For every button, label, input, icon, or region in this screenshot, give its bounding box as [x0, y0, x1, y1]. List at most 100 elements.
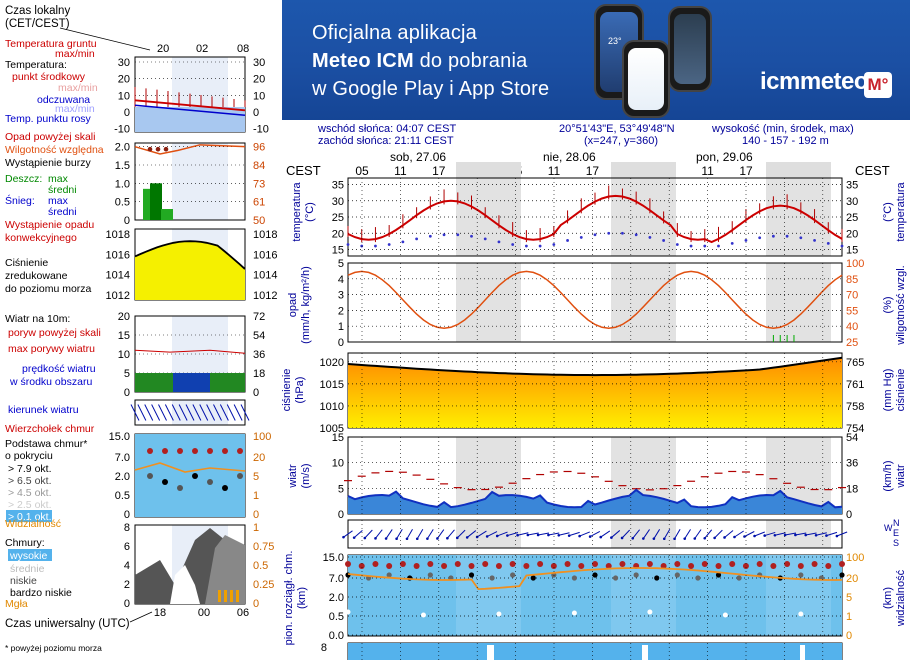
visibility-axis-title: widzialność: [895, 569, 907, 627]
cloud-top-dot: [495, 563, 502, 569]
local-tick-3: 08: [237, 43, 249, 55]
mini-precip-tick: 2.0: [115, 142, 130, 154]
mini-wind-tick: 0: [124, 387, 130, 399]
temp-tick-right: 35: [846, 180, 858, 192]
legend-pressure-3: do poziomu morza: [5, 283, 92, 295]
mini-fog-bar: [236, 590, 239, 602]
cloud-base-dot: [510, 572, 516, 578]
mini-temp-tick-right: -10: [253, 124, 269, 136]
dew-point-dot: [703, 244, 707, 248]
night-band-header: [766, 162, 831, 178]
wind-tick-right: 0: [846, 509, 852, 521]
mini-clouds-area-2: [205, 535, 245, 604]
legend-wind-speed: prędkość wiatru: [22, 363, 96, 375]
compass-label-e: E: [893, 528, 899, 538]
mini-temp-tick-right: 20: [253, 74, 265, 86]
compass-label-n: N: [893, 518, 900, 528]
mini-cloud-base: [207, 479, 213, 485]
night-band-cloud: [766, 555, 831, 636]
cloud-cover-patch: [642, 645, 648, 660]
mini-wind-tick: 20: [118, 311, 130, 323]
app-promo-banner[interactable]: Oficjalna aplikacja Meteo ICM do pobrani…: [282, 0, 910, 120]
compass-label: W: [884, 523, 893, 533]
wind-arrow: [497, 531, 508, 537]
precip-axis-title: opad: [287, 293, 299, 317]
mini-cloud-tick: 7.0: [115, 452, 130, 464]
cloud-top-dot: [578, 563, 585, 569]
mini-clouds-tick-right: 0: [253, 598, 259, 610]
wind-arrow-head: [773, 533, 777, 537]
night-band-header: [611, 162, 676, 178]
day-label-2: nie, 28.06: [543, 150, 596, 164]
day-label-1: sob, 27.06: [390, 150, 446, 164]
mini-visibility-tick: 20: [253, 452, 265, 464]
cloud-top-dot: [427, 561, 434, 567]
legend-storm: Wystąpienie burzy: [5, 157, 91, 169]
visibility-tick-right: 5: [846, 592, 852, 604]
meteogram-chart: 0511172305111723051117230535302520153530…: [282, 150, 907, 660]
cloud-top-dot: [674, 561, 681, 567]
legend-footnote: * powyżej poziomu morza: [5, 643, 102, 653]
wind-arrow: [734, 530, 744, 538]
wind-arrow: [375, 529, 383, 539]
wind-arrow-head: [783, 533, 787, 537]
dew-point-dot: [538, 244, 542, 248]
cloud-top-dot: [592, 561, 598, 567]
legend-snow: Śnieg:: [5, 194, 35, 207]
wind-arrow: [826, 531, 838, 537]
mini-visibility-line: [134, 462, 246, 473]
precip-tick-left: 5: [338, 258, 344, 270]
mini-wind-arrow: [226, 404, 236, 421]
wind-speed-line: [347, 488, 843, 509]
dew-point-dot: [813, 238, 816, 242]
wind-arrow: [548, 532, 560, 536]
legend-center-point: punkt środkowy: [12, 71, 86, 83]
mini-visibility-tick: 1: [253, 490, 259, 502]
wind-arrow-head: [763, 534, 766, 537]
mini-wind-arrow: [144, 404, 154, 421]
hour-label: 05: [355, 164, 369, 178]
dew-point-dot: [744, 238, 748, 242]
cloud-base-dot: [695, 575, 701, 581]
mini-temp-tick-right: 0: [253, 107, 259, 119]
wind-arrow: [714, 529, 723, 539]
wind-arrow-head: [814, 533, 818, 537]
dew-point-dot: [456, 233, 460, 237]
mini-fog-bar: [218, 590, 221, 602]
mini-visibility-tick: 100: [253, 431, 271, 443]
cloud-tick-left: 0.0: [329, 630, 344, 642]
wind-arrow-head: [835, 534, 839, 538]
mini-precip-tick: 0: [124, 215, 130, 227]
wind-tick-left: 0: [338, 509, 344, 521]
legend-clouds-very-low: bardzo niskie: [10, 587, 72, 599]
pressure-tick-left: 1005: [320, 423, 344, 435]
visibility-axis-unit: (km): [882, 587, 894, 609]
cloud-base-dot: [736, 575, 742, 581]
mini-pressure-tick: 1012: [106, 290, 130, 302]
wind-arrow: [674, 528, 681, 540]
dew-point-dot: [634, 233, 638, 237]
wind-arrow: [486, 531, 498, 537]
wind-arrow: [558, 532, 570, 536]
mini-wind-tick-right: 72: [253, 311, 265, 323]
cloud-cover-patch: [487, 645, 494, 660]
dew-point-dot: [785, 234, 789, 238]
legend-wind-area: w środku obszaru: [9, 376, 92, 388]
wind-arrow: [343, 530, 353, 538]
visibility-tick-right: 0: [846, 630, 852, 642]
mini-pressure-tick-right: 1014: [253, 270, 277, 282]
humidity-line: [347, 270, 843, 330]
dew-point-dot: [566, 239, 569, 242]
mini-wind-area-green-2: [210, 373, 245, 392]
dew-point-dot: [415, 237, 419, 241]
cloud-top-dot: [811, 561, 818, 567]
precip-tick-left: 1: [338, 321, 344, 333]
mini-cloud-base: [192, 473, 198, 479]
cloud-cover-strip: [348, 643, 842, 660]
cloud-base-dot-low: [571, 610, 577, 616]
wind-arrow-head: [578, 534, 581, 538]
mini-visibility-tick: 0: [253, 509, 259, 521]
mini-wind-arrow: [164, 404, 174, 421]
precip-panel: [347, 262, 843, 343]
mini-night-band: [172, 143, 228, 220]
